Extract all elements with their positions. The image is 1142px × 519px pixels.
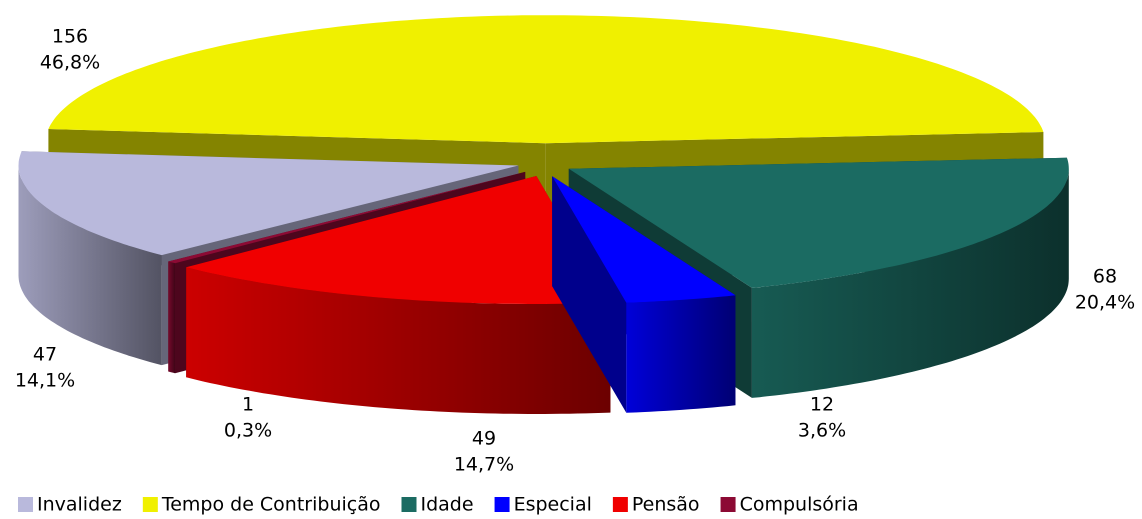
slice-side bbox=[751, 168, 1069, 398]
legend-swatch bbox=[494, 497, 510, 512]
slice-side bbox=[186, 267, 611, 414]
slice-side bbox=[168, 261, 175, 374]
legend-swatch bbox=[401, 497, 417, 512]
legend-label: Especial bbox=[514, 494, 592, 516]
legend-label: Invalidez bbox=[37, 494, 122, 516]
data-label: 14,1% bbox=[15, 370, 75, 392]
legend-swatch bbox=[612, 497, 628, 512]
data-label: 0,3% bbox=[224, 420, 272, 442]
data-label: 14,7% bbox=[454, 454, 514, 476]
slice-side bbox=[626, 295, 736, 413]
data-label: 12 bbox=[810, 394, 834, 416]
data-label: 47 bbox=[33, 344, 57, 366]
data-label: 68 bbox=[1093, 266, 1117, 288]
slice bbox=[568, 157, 1069, 288]
legend-label: Pensão bbox=[632, 494, 700, 516]
slice bbox=[186, 176, 611, 304]
slice bbox=[18, 151, 519, 256]
slice-side bbox=[18, 165, 162, 366]
slice bbox=[48, 15, 1044, 144]
legend-label: Compulsória bbox=[740, 494, 859, 516]
data-label: 20,4% bbox=[1075, 292, 1135, 314]
slice-side bbox=[552, 176, 627, 413]
data-label: 156 bbox=[52, 26, 88, 48]
legend-swatch bbox=[142, 497, 158, 512]
legend-label: Idade bbox=[421, 494, 474, 516]
data-label: 3,6% bbox=[798, 420, 846, 442]
slice bbox=[552, 176, 736, 303]
data-label: 1 bbox=[242, 394, 254, 416]
legend-swatch bbox=[720, 497, 736, 512]
slice bbox=[168, 171, 526, 264]
data-label: 46,8% bbox=[40, 52, 100, 74]
legend-swatch bbox=[18, 497, 33, 512]
legend-label: Tempo de Contribuição bbox=[161, 494, 381, 516]
data-label: 49 bbox=[472, 428, 496, 450]
